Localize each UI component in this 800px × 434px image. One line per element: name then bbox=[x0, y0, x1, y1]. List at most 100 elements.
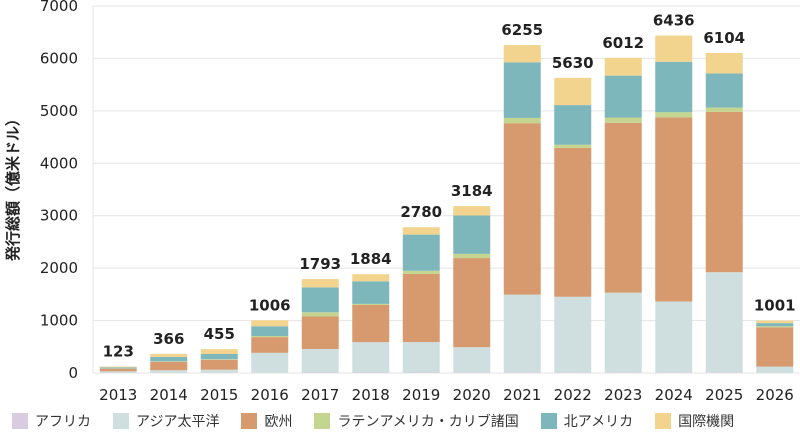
bar-segment-2018-3 bbox=[352, 303, 390, 305]
bar-segment-2018-2 bbox=[352, 304, 390, 343]
x-tick-label-2021: 2021 bbox=[503, 386, 541, 404]
legend-swatch bbox=[113, 413, 129, 429]
total-label-2024: 6436 bbox=[653, 12, 695, 30]
y-tick-label: 1000 bbox=[40, 312, 78, 330]
bar-segment-2022-3 bbox=[554, 144, 592, 148]
bar-segment-2023-5 bbox=[604, 57, 642, 76]
bar-segment-2014-3 bbox=[150, 361, 188, 362]
bar-segment-2023-4 bbox=[604, 75, 642, 118]
total-label-2018: 1884 bbox=[350, 250, 392, 268]
bar-segment-2026-2 bbox=[756, 327, 794, 367]
bar-segment-2024-5 bbox=[655, 35, 693, 62]
x-tick-label-2026: 2026 bbox=[756, 386, 794, 404]
bar-segment-2021-2 bbox=[503, 123, 541, 295]
legend-item: アフリカ bbox=[12, 411, 91, 431]
x-tick-label-2015: 2015 bbox=[200, 386, 238, 404]
bar-segment-2020-0 bbox=[453, 372, 491, 373]
bar-segment-2024-2 bbox=[655, 117, 693, 302]
bar-segment-2025-4 bbox=[705, 73, 743, 108]
bar-segment-2018-5 bbox=[352, 274, 390, 282]
bar-segment-2020-3 bbox=[453, 253, 491, 259]
bar-segment-2025-3 bbox=[705, 107, 743, 112]
bar-segment-2015-4 bbox=[200, 353, 238, 360]
x-tick-labels: 2013 2014 2015 2016 2017 2018 2019 2020 2021 2022… bbox=[99, 386, 794, 404]
y-axis-label: 発行総額（億米ドル） bbox=[4, 111, 22, 262]
legend-item: 欧州 bbox=[241, 411, 292, 431]
bar-segment-2015-2 bbox=[200, 359, 238, 370]
gridlines bbox=[93, 5, 800, 374]
bar-segment-2023-2 bbox=[604, 122, 642, 293]
legend-item: 北アメリカ bbox=[540, 411, 634, 431]
total-label-2016: 1006 bbox=[249, 296, 291, 314]
x-tick-label-2016: 2016 bbox=[251, 386, 289, 404]
bar-segment-2019-2 bbox=[402, 273, 440, 343]
bar-segment-2016-3 bbox=[251, 336, 289, 338]
legend-label: 国際機関 bbox=[678, 414, 735, 430]
legend-swatch bbox=[655, 413, 672, 429]
total-label-2015: 455 bbox=[204, 325, 235, 343]
bar-segment-2013-5 bbox=[99, 366, 137, 368]
x-tick-label-2023: 2023 bbox=[604, 386, 642, 404]
bar-segment-2026-3 bbox=[756, 326, 794, 328]
bar-segment-2020-1 bbox=[453, 347, 491, 373]
bar-segment-2025-2 bbox=[705, 111, 743, 273]
bar-segment-2016-5 bbox=[251, 320, 289, 327]
bar-segment-2020-5 bbox=[453, 206, 491, 216]
bar-segment-2017-1 bbox=[301, 348, 339, 373]
total-labels: 123 366 455 1006 1793 1884 2780 3184 6255 5630 601… bbox=[103, 12, 796, 361]
bar-segment-2013-4 bbox=[99, 367, 137, 369]
total-label-2014: 366 bbox=[153, 330, 184, 348]
legend-item: ラテンアメリカ・カリブ諸国 bbox=[314, 411, 519, 431]
total-label-2017: 1793 bbox=[299, 255, 341, 273]
legend-label: 欧州 bbox=[264, 414, 293, 430]
bar-segment-2017-5 bbox=[301, 278, 339, 288]
bar-segment-2026-1 bbox=[756, 366, 794, 373]
bar-segment-2023-0 bbox=[604, 372, 642, 373]
bar-segment-2022-2 bbox=[554, 147, 592, 297]
x-tick-label-2024: 2024 bbox=[655, 386, 693, 404]
x-tick-label-2025: 2025 bbox=[705, 386, 743, 404]
bar-segment-2024-0 bbox=[655, 372, 693, 373]
bar-segment-2023-3 bbox=[604, 117, 642, 123]
legend-label: アフリカ bbox=[35, 414, 91, 430]
bar-segment-2014-1 bbox=[150, 370, 188, 373]
bar-segment-2016-1 bbox=[251, 352, 289, 373]
bar-segment-2016-2 bbox=[251, 337, 289, 353]
legend-swatch bbox=[540, 413, 557, 429]
x-tick-label-2018: 2018 bbox=[352, 386, 390, 404]
x-tick-label-2019: 2019 bbox=[402, 386, 440, 404]
bar-segment-2017-3 bbox=[301, 312, 339, 317]
y-tick-label: 2000 bbox=[40, 259, 78, 277]
bar-segment-2019-4 bbox=[402, 234, 440, 271]
bar-segment-2019-5 bbox=[402, 227, 440, 235]
legend-swatch bbox=[314, 413, 331, 429]
legend: アフリカ アジア太平洋 欧州 ラテンアメリカ・カリブ諸国 北アメリカ 国際機関 bbox=[12, 410, 800, 432]
total-label-2013: 123 bbox=[103, 343, 134, 361]
bar-segment-2017-2 bbox=[301, 316, 339, 349]
bar-segment-2024-1 bbox=[655, 301, 693, 373]
legend-label: アジア太平洋 bbox=[136, 414, 220, 430]
bar-segment-2025-0 bbox=[705, 372, 743, 373]
x-tick-label-2013: 2013 bbox=[99, 386, 137, 404]
bar-segment-2015-5 bbox=[200, 349, 238, 354]
bar-segment-2018-1 bbox=[352, 342, 390, 373]
bar-segment-2024-4 bbox=[655, 61, 693, 113]
bar-segment-2020-4 bbox=[453, 215, 491, 254]
bar-segment-2023-1 bbox=[604, 292, 642, 373]
bar-segment-2024-3 bbox=[655, 112, 693, 118]
bar-segment-2015-3 bbox=[200, 359, 238, 360]
bar-segment-2020-2 bbox=[453, 258, 491, 348]
y-tick-label: 4000 bbox=[40, 154, 78, 172]
y-tick-label: 6000 bbox=[40, 49, 78, 67]
bar-segment-2021-3 bbox=[503, 117, 541, 124]
y-tick-label: 5000 bbox=[40, 102, 78, 120]
bar-segment-2021-0 bbox=[503, 372, 541, 373]
legend-label: 北アメリカ bbox=[563, 414, 634, 430]
bar-segment-2013-1 bbox=[99, 371, 137, 373]
bar-segment-2025-5 bbox=[705, 52, 743, 74]
legend-swatch bbox=[241, 413, 258, 429]
total-label-2022: 5630 bbox=[552, 54, 594, 72]
bar-segment-2016-4 bbox=[251, 326, 289, 337]
bar-segment-2021-1 bbox=[503, 294, 541, 373]
